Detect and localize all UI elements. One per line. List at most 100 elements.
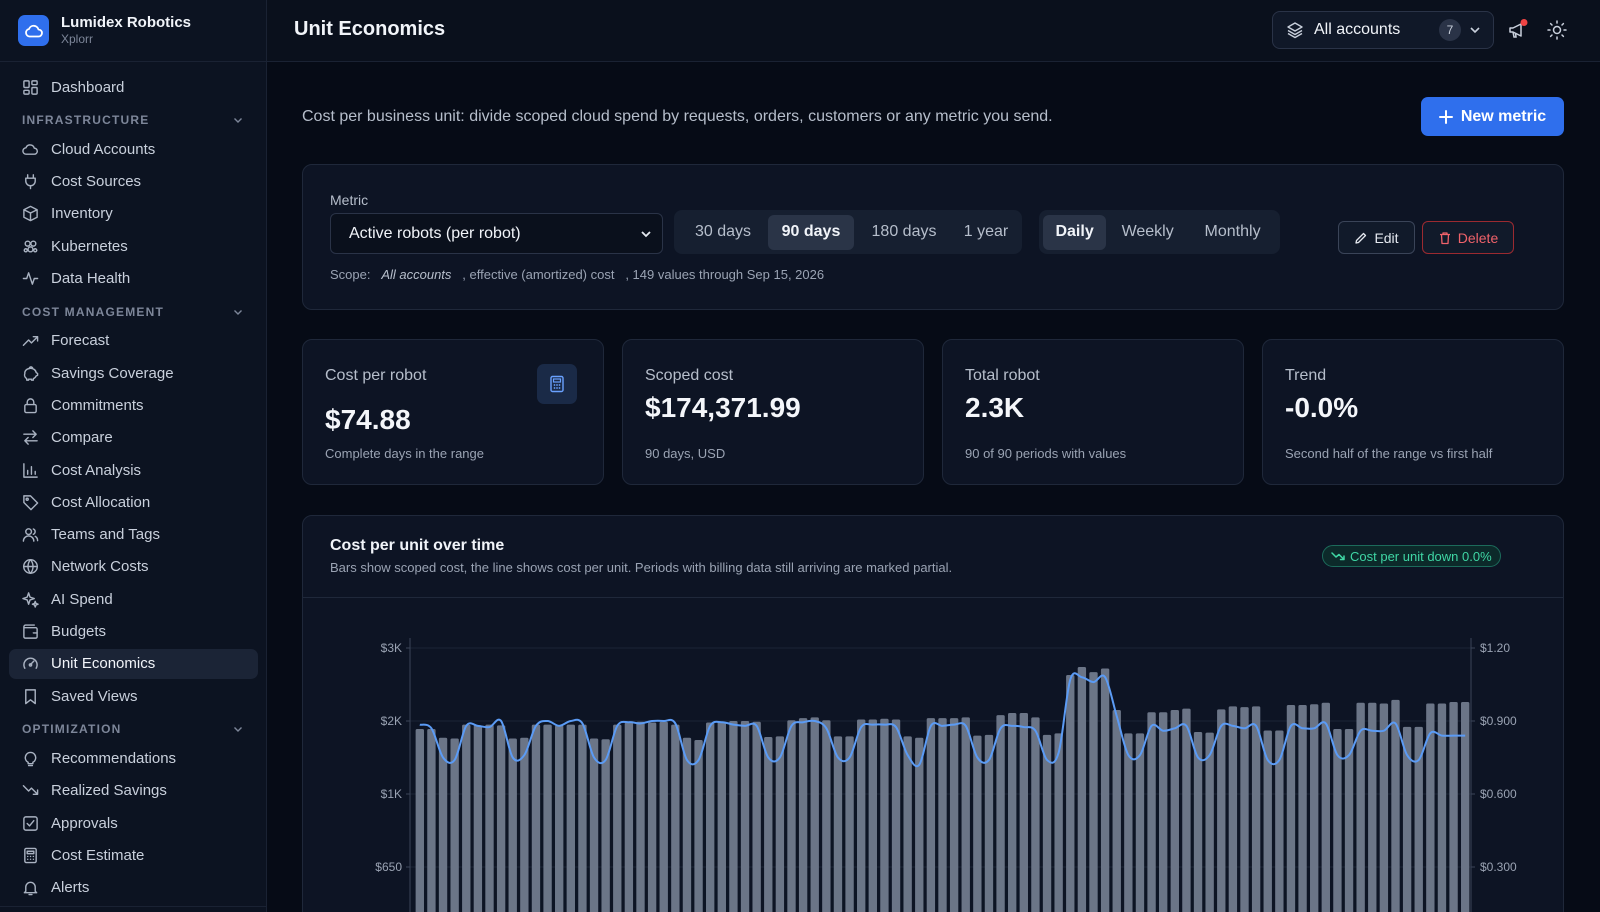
cost-bar[interactable] <box>1170 710 1179 912</box>
cost-bar[interactable] <box>961 717 970 912</box>
cost-bar[interactable] <box>555 725 564 912</box>
cost-bar[interactable] <box>1356 702 1365 912</box>
cost-bar[interactable] <box>915 737 924 912</box>
granularity-option-monthly[interactable]: Monthly <box>1204 223 1261 240</box>
cost-bar[interactable] <box>601 739 610 912</box>
cost-bar[interactable] <box>1205 732 1214 912</box>
cost-bar[interactable] <box>543 724 552 912</box>
cost-bar[interactable] <box>1263 730 1272 912</box>
cost-bar[interactable] <box>1019 712 1028 912</box>
cost-bar[interactable] <box>949 718 959 912</box>
cost-bar[interactable] <box>1414 726 1423 912</box>
cost-bar[interactable] <box>1391 699 1400 912</box>
sidebar-item-commitments[interactable]: Commitments <box>9 390 258 420</box>
cost-bar[interactable] <box>496 725 506 912</box>
delete-button[interactable]: Delete <box>1422 221 1514 254</box>
cost-bar[interactable] <box>566 724 575 912</box>
cost-bar[interactable] <box>1031 717 1040 912</box>
cost-bar[interactable] <box>984 734 994 912</box>
cost-bar[interactable] <box>717 721 726 912</box>
cost-bar[interactable] <box>880 718 889 912</box>
cost-bar[interactable] <box>1240 707 1249 912</box>
cost-bar[interactable] <box>1228 706 1238 912</box>
cost-bar[interactable] <box>531 724 541 912</box>
sidebar-item-kubernetes[interactable]: Kubernetes <box>9 231 258 261</box>
cost-bar[interactable] <box>1461 702 1470 912</box>
cost-bar[interactable] <box>833 736 843 912</box>
sidebar-item-savings-coverage[interactable]: Savings Coverage <box>9 358 258 388</box>
cost-bar[interactable] <box>798 718 808 912</box>
sidebar-item-recommendations[interactable]: Recommendations <box>9 743 258 773</box>
sidebar-item-cost-estimate[interactable]: Cost Estimate <box>9 840 258 870</box>
nav-section-cost-management[interactable]: COST MANAGEMENT <box>22 304 244 320</box>
sidebar-item-ai-spend[interactable]: AI Spend <box>9 584 258 614</box>
new-metric-button[interactable]: New metric <box>1421 97 1564 136</box>
sidebar-item-budgets[interactable]: Budgets <box>9 617 258 647</box>
sidebar-item-cost-allocation[interactable]: Cost Allocation <box>9 487 258 517</box>
cost-bar[interactable] <box>508 738 517 912</box>
cost-bar[interactable] <box>1286 704 1296 912</box>
cost-bar[interactable] <box>1193 731 1203 912</box>
cost-bar[interactable] <box>1298 704 1307 912</box>
cost-bar[interactable] <box>1159 712 1168 912</box>
range-option-1-year[interactable]: 1 year <box>963 223 1009 240</box>
cost-bar[interactable] <box>775 736 785 912</box>
cost-bar[interactable] <box>613 724 622 912</box>
cost-bar[interactable] <box>659 721 668 912</box>
range-option-90-days[interactable]: 90 days <box>768 214 854 250</box>
cost-bar[interactable] <box>903 736 912 912</box>
metric-select[interactable]: Active robots (per robot) <box>330 213 663 254</box>
cost-bar[interactable] <box>973 735 982 912</box>
sidebar-item-forecast[interactable]: Forecast <box>9 326 258 356</box>
account-selector[interactable]: All accounts 7 <box>1272 11 1494 49</box>
sidebar-item-approvals[interactable]: Approvals <box>9 808 258 838</box>
sidebar-item-teams-and-tags[interactable]: Teams and Tags <box>9 520 258 550</box>
cost-bar[interactable] <box>1344 729 1354 912</box>
cost-bar[interactable] <box>822 720 831 912</box>
sidebar-item-saved-views[interactable]: Saved Views <box>9 681 258 711</box>
sidebar-item-dashboard[interactable]: Dashboard <box>9 72 258 102</box>
sidebar-item-unit-economics[interactable]: Unit Economics <box>9 648 258 679</box>
cost-bar[interactable] <box>671 724 680 912</box>
cost-bar[interactable] <box>682 737 692 912</box>
cost-bar[interactable] <box>1089 672 1098 912</box>
nav-section-infrastructure[interactable]: INFRASTRUCTURE <box>22 112 244 128</box>
cost-bar[interactable] <box>1321 702 1330 912</box>
cost-bar[interactable] <box>926 718 936 912</box>
cost-bar[interactable] <box>891 719 901 912</box>
sidebar-item-cost-analysis[interactable]: Cost Analysis <box>9 455 258 485</box>
cost-bar[interactable] <box>520 737 529 912</box>
granularity-option-weekly[interactable]: Weekly <box>1121 223 1174 240</box>
cost-bar[interactable] <box>624 722 634 912</box>
cost-bar[interactable] <box>1124 733 1133 912</box>
cost-bar[interactable] <box>1449 702 1458 912</box>
cost-bar[interactable] <box>938 718 947 912</box>
sidebar-item-data-health[interactable]: Data Health <box>9 264 258 294</box>
granularity-option-daily[interactable]: Daily <box>1043 214 1107 250</box>
cost-bar[interactable] <box>1275 730 1284 912</box>
sidebar-item-network-costs[interactable]: Network Costs <box>9 552 258 582</box>
edit-button[interactable]: Edit <box>1338 221 1415 254</box>
cost-bar[interactable] <box>589 738 599 912</box>
cost-bar[interactable] <box>1426 703 1435 912</box>
range-option-30-days[interactable]: 30 days <box>694 223 752 240</box>
cost-bar[interactable] <box>438 737 448 912</box>
cost-bar[interactable] <box>706 722 715 912</box>
cost-bar[interactable] <box>1333 729 1342 912</box>
cost-bar[interactable] <box>1077 666 1087 912</box>
cost-bar[interactable] <box>764 737 773 912</box>
cost-bar[interactable] <box>427 729 436 912</box>
sidebar-item-cloud-accounts[interactable]: Cloud Accounts <box>9 134 258 164</box>
sidebar-item-realized-savings[interactable]: Realized Savings <box>9 776 258 806</box>
cost-bar[interactable] <box>1054 733 1063 912</box>
cost-bar[interactable] <box>636 721 645 912</box>
sidebar-item-compare[interactable]: Compare <box>9 423 258 453</box>
cost-bar[interactable] <box>694 739 703 912</box>
cost-bar[interactable] <box>868 719 877 912</box>
cost-bar[interactable] <box>752 721 761 912</box>
cost-bar[interactable] <box>1112 710 1121 912</box>
cost-bar[interactable] <box>1217 709 1226 912</box>
cost-bar[interactable] <box>1008 712 1017 912</box>
cost-bar[interactable] <box>462 724 471 912</box>
cost-bar[interactable] <box>1368 702 1377 912</box>
